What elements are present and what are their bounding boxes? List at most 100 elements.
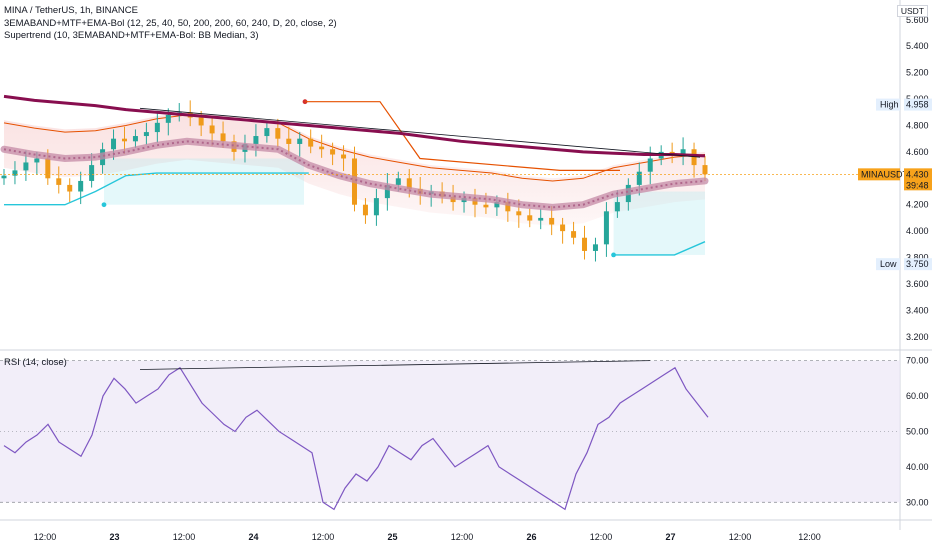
price-tick-label: 3.800 [906, 253, 929, 263]
price-plot [0, 94, 900, 262]
candle-body [1, 175, 7, 179]
ema200-line [3, 94, 706, 158]
price-axis: 3.2003.4003.6003.8004.0004.2004.4004.600… [858, 15, 932, 342]
symbol-title[interactable]: MINA / TetherUS, 1h, BINANCE [4, 5, 138, 16]
candle-body [483, 204, 489, 208]
candle-body [560, 224, 566, 232]
candle-body [165, 114, 171, 123]
rsi-axis: 30.00 40.00 50.00 60.00 70.00 [906, 356, 929, 508]
rsi-band-fill [0, 360, 900, 503]
rsi-legend[interactable]: RSI (14, close) [4, 357, 67, 368]
rsi-divergence-line [139, 360, 651, 370]
last-price-value: 4.430 [906, 169, 929, 179]
low-badge-value-bg [904, 258, 932, 271]
price-tick-label: 4.200 [906, 200, 929, 210]
candle-body [494, 202, 500, 208]
rsi-tick-label: 40.00 [906, 462, 929, 472]
symbol-badge-bg [858, 168, 900, 181]
candle-body [111, 138, 117, 150]
price-tick-label: 5.600 [906, 15, 929, 25]
time-tick-label: 24 [248, 532, 258, 542]
time-tick-label: 12:00 [173, 532, 196, 542]
candle-body [538, 217, 544, 221]
time-tick-label: 12:00 [590, 532, 613, 542]
supertrend-down-line [305, 101, 620, 171]
rsi-plot [0, 360, 900, 511]
price-tick-label: 3.200 [906, 332, 929, 342]
candle-body [89, 165, 95, 181]
rsi-tick-label: 30.00 [906, 497, 929, 507]
time-tick-label: 12:00 [451, 532, 474, 542]
supertrend-flip-marker [611, 252, 616, 258]
last-price-badge-bg [904, 168, 932, 191]
candle-body [636, 171, 642, 185]
candle-body [592, 244, 598, 251]
candle-body [198, 117, 204, 126]
low-badge-label: Low [880, 259, 897, 269]
high-badge-label: High [880, 100, 899, 110]
candle-body [253, 136, 259, 144]
rsi-line [3, 366, 709, 511]
price-tick-label: 5.400 [906, 41, 929, 51]
time-tick-label: 12:00 [729, 532, 752, 542]
rsi-tick-label: 60.00 [906, 391, 929, 401]
candle-body [680, 149, 686, 155]
candle-body [406, 178, 412, 189]
candle-body [647, 158, 653, 172]
time-tick-label: 12:00 [798, 532, 821, 542]
indicator-legend-supertrend[interactable]: Supertrend (10, 3EMABAND+MTF+EMA-Bol: BB… [4, 30, 259, 41]
candle-body [209, 125, 215, 134]
candle-body [23, 162, 29, 171]
time-tick-label: 25 [387, 532, 397, 542]
high-badge-value: 4.958 [906, 100, 929, 110]
low-badge-value: 3.750 [906, 259, 929, 269]
candle-body [34, 158, 40, 163]
candle-body [56, 178, 62, 185]
high-badge: High 4.958 [876, 98, 932, 111]
price-tick-label: 4.600 [906, 147, 929, 157]
candle-body [384, 184, 390, 199]
countdown-value: 39:48 [906, 180, 929, 190]
supertrend-up-zone [104, 158, 304, 205]
candle-body [154, 122, 160, 133]
candle-body [67, 184, 73, 192]
price-tick-label: 4.000 [906, 226, 929, 236]
candle-body [330, 149, 336, 155]
indicator-legend-emaband[interactable]: 3EMABAND+MTF+EMA-Bol (12, 25, 40, 50, 20… [4, 18, 337, 29]
candle-body [286, 138, 292, 144]
rsi-tick-label: 70.00 [906, 356, 929, 366]
price-tick-label: 3.400 [906, 305, 929, 315]
candle-body [220, 133, 226, 142]
symbol-badge: MINAUSDT [861, 169, 909, 179]
candle-body [549, 217, 555, 225]
ema-band-beads [3, 140, 706, 209]
candle-body [614, 202, 620, 212]
candle-body [571, 231, 577, 238]
candle-body [264, 128, 270, 137]
price-tick-label: 4.800 [906, 120, 929, 130]
candle-body [45, 158, 51, 179]
candle-body [12, 170, 18, 176]
candle-body [505, 202, 511, 212]
candle-body [341, 154, 347, 159]
supertrend-line [4, 172, 706, 256]
time-axis: 12:00 23 12:00 24 12:00 25 12:00 26 12:00 27 12:00… [34, 532, 821, 542]
candle-body [121, 138, 127, 142]
price-tick-label: 3.600 [906, 279, 929, 289]
trend-line [139, 107, 701, 158]
currency-unit-badge[interactable]: USDT [896, 5, 928, 17]
candle-body [582, 237, 588, 251]
supertrend-flip-marker [101, 202, 107, 208]
candle-body [603, 211, 609, 245]
price-tick-label: 5.200 [906, 68, 929, 78]
time-tick-label: 23 [109, 532, 119, 542]
low-badge-label-bg [876, 258, 900, 271]
candle-body [132, 136, 138, 142]
candle-body [516, 211, 522, 216]
candle-body [702, 165, 708, 175]
time-tick-label: 12:00 [34, 532, 57, 542]
candle-body [308, 138, 314, 147]
candle-body [362, 204, 368, 216]
candle-body [297, 138, 303, 144]
